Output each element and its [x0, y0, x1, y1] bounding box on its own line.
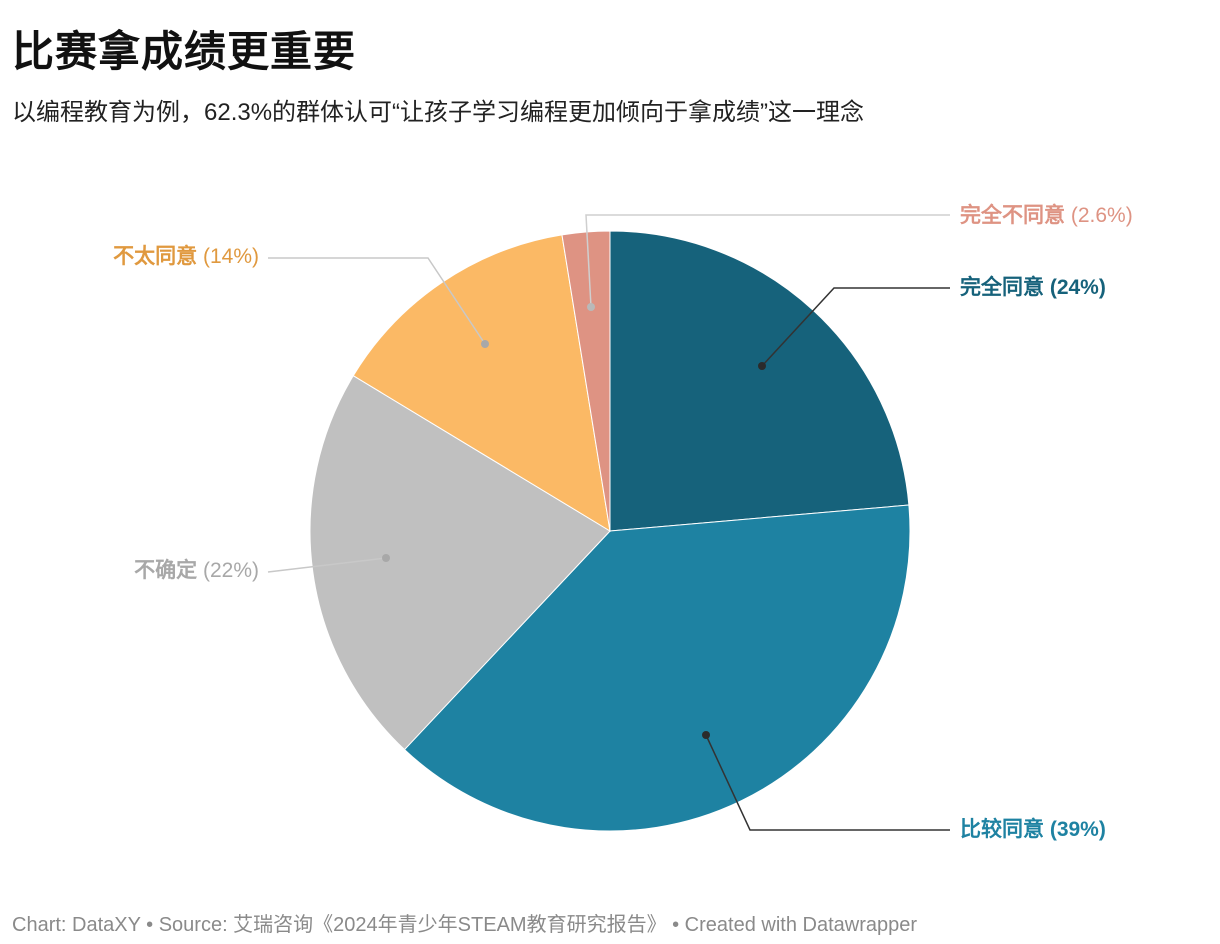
slice-label-value: (14%): [197, 245, 259, 268]
slice-label-value: (2.6%): [1065, 204, 1133, 227]
pie-slice-1: [609, 230, 910, 532]
slice-label-value: (39%): [1044, 818, 1106, 841]
chart-title: 比赛拿成绩更重要: [12, 28, 357, 75]
slice-label-3: 不确定 (22%): [134, 558, 259, 582]
slice-label-name: 不太同意: [113, 244, 197, 268]
pie-slice-2: [403, 504, 911, 832]
leader-dot-4: [481, 340, 489, 348]
chart-subtitle: 以编程教育为例，62.3%的群体认可“让孩子学习编程更加倾向于拿成绩”这一理念: [12, 99, 865, 126]
slice-labels: 完全同意 (24%) 比较同意 (39%) 不确定 (22%) 不太同意 (14%) 完…: [113, 203, 1133, 841]
slice-label-value: (24%): [1044, 276, 1106, 299]
slice-label-name: 完全不同意: [960, 203, 1065, 227]
pie-slice-4: [352, 234, 611, 532]
chart-footer: Chart: DataXY • Source: 艾瑞咨询《2024年青少年STE…: [12, 914, 918, 936]
slice-label-2: 比较同意 (39%): [960, 817, 1106, 841]
leader-line-3: [267, 557, 387, 573]
slice-label-value: (22%): [197, 559, 259, 582]
leader-dot-1: [758, 362, 766, 370]
leader-line-1: [761, 287, 950, 367]
slice-label-name: 不确定: [134, 558, 197, 582]
slice-label-5: 完全不同意 (2.6%): [960, 203, 1133, 227]
label-leader-lines: [267, 214, 950, 831]
leader-line-4: [268, 257, 486, 345]
slice-label-name: 完全同意: [960, 275, 1044, 299]
leader-dot-5: [587, 303, 595, 311]
leader-line-2: [705, 734, 950, 831]
slice-label-1: 完全同意 (24%): [960, 275, 1106, 299]
slice-label-4: 不太同意 (14%): [113, 244, 259, 268]
pie-slices: [309, 230, 911, 832]
pie-slice-5: [561, 230, 611, 532]
pie-slice-3: [309, 374, 611, 751]
leader-line-5: [585, 214, 950, 308]
slice-label-name: 比较同意: [960, 817, 1044, 841]
leader-dot-3: [382, 554, 390, 562]
leader-dot-2: [702, 731, 710, 739]
